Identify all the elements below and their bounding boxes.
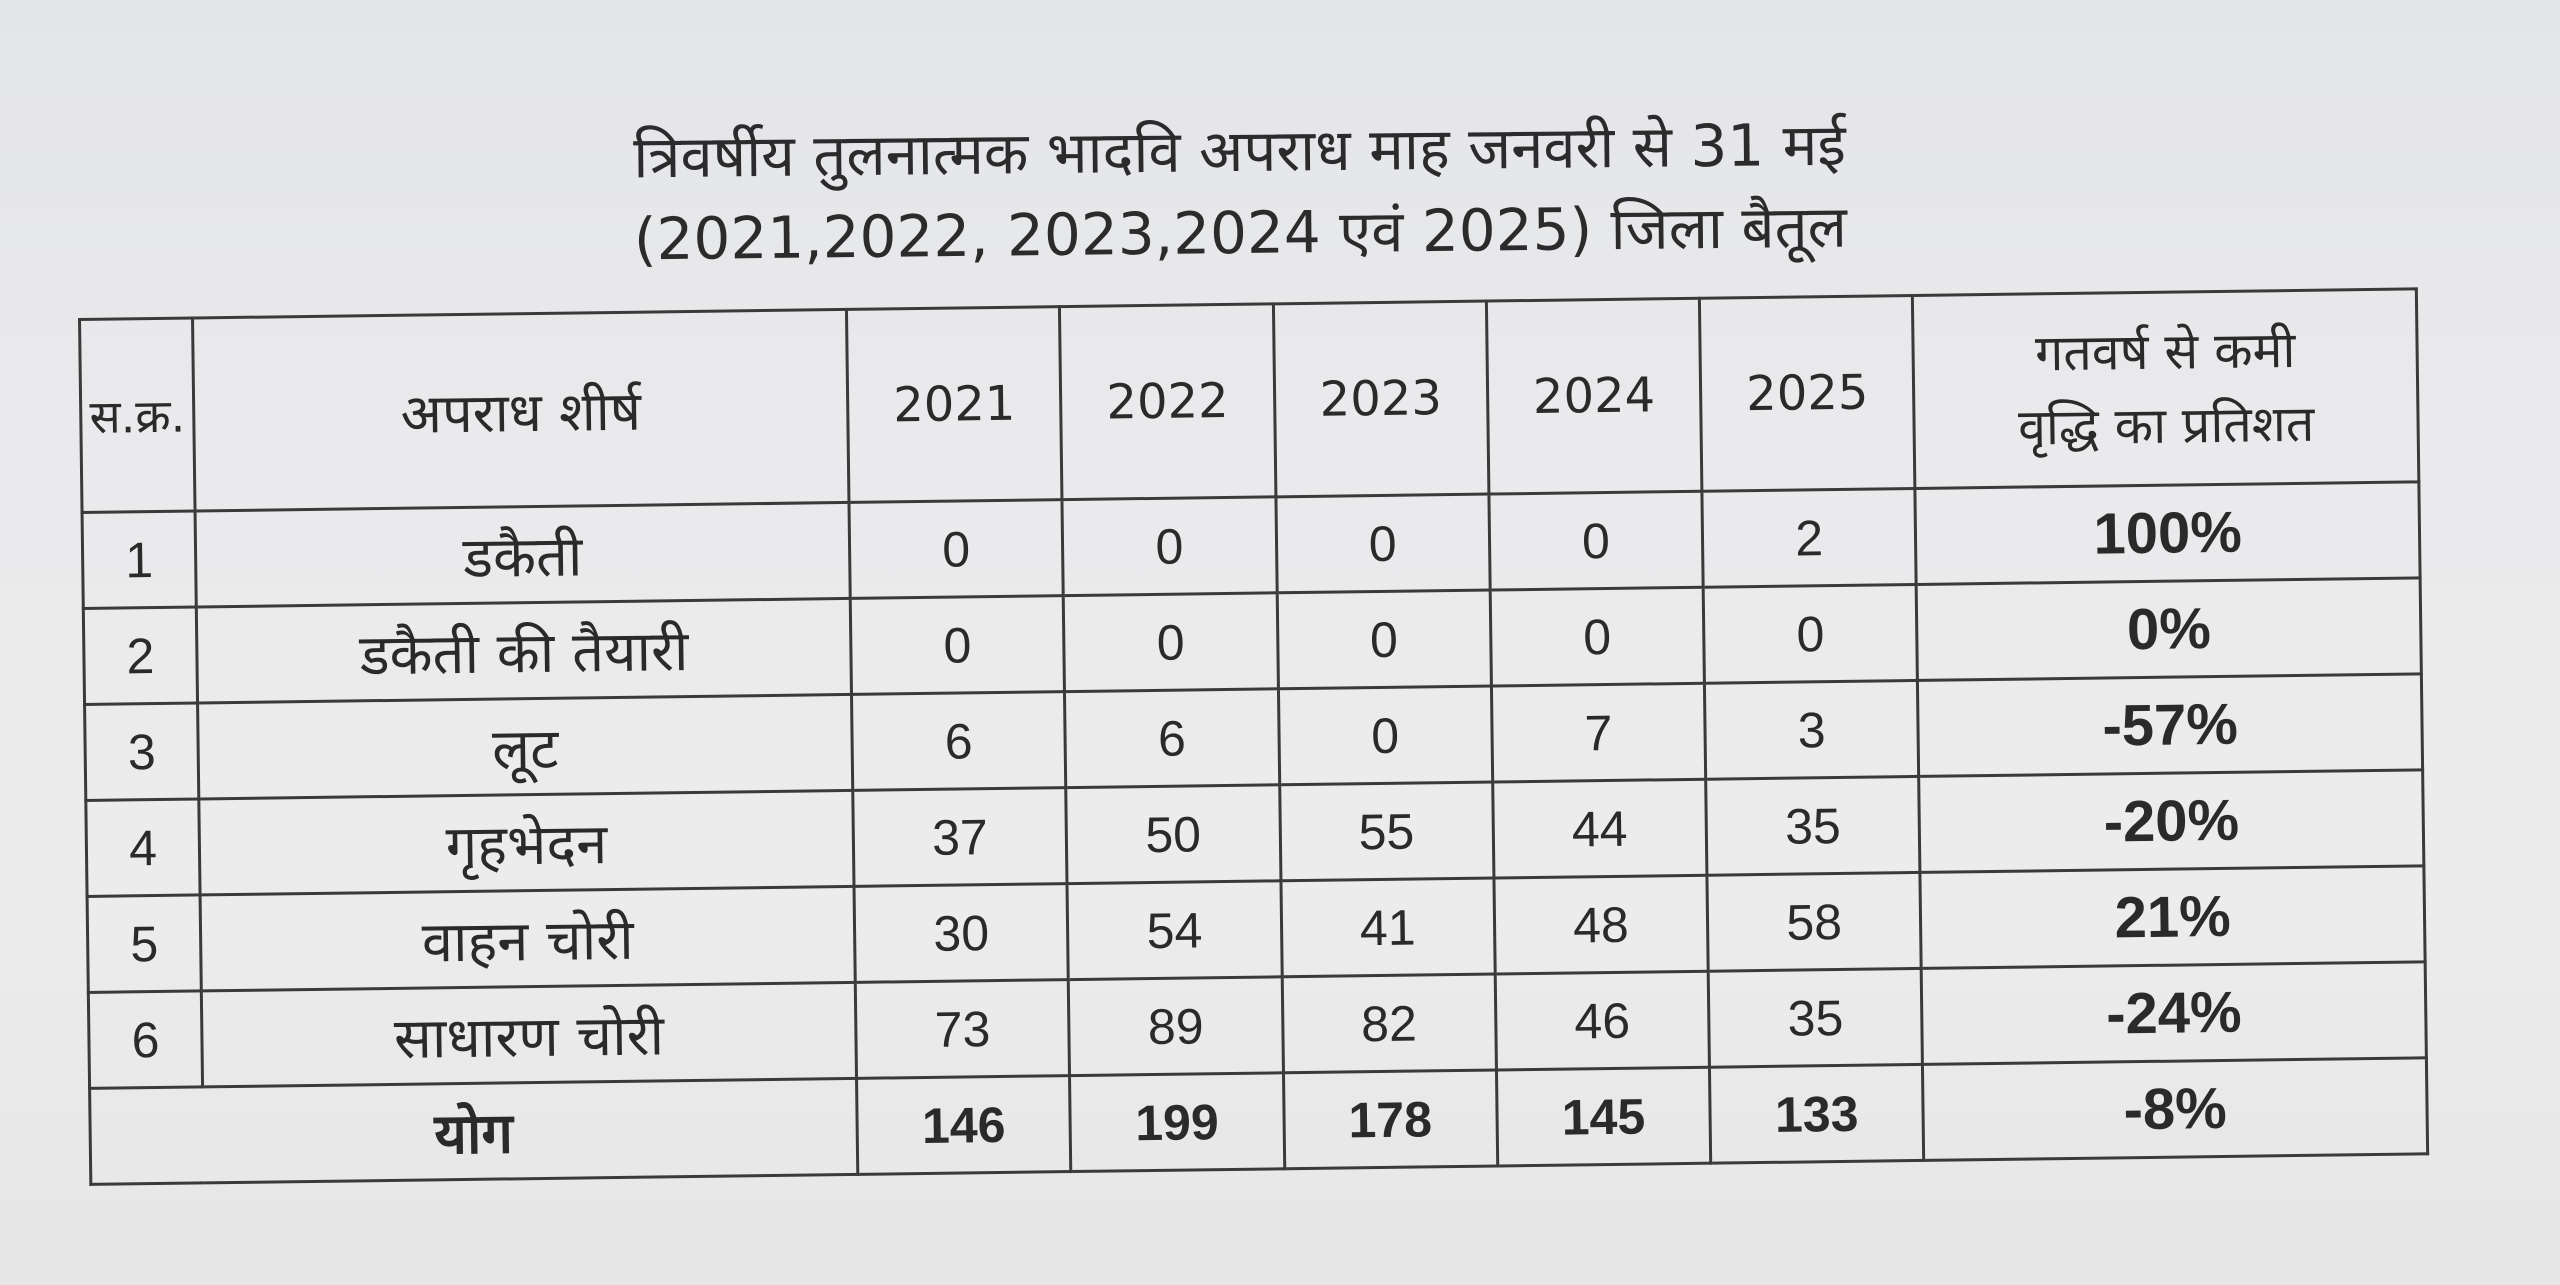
row-serial: 6 xyxy=(88,990,203,1089)
row-value-2022: 6 xyxy=(1064,688,1280,788)
row-crime-name: लूट xyxy=(197,694,853,799)
row-percent-change: -57% xyxy=(1917,673,2423,777)
title-line-1: त्रिवर्षीय तुलनात्मक भादवि अपराध माह जनव… xyxy=(632,110,1847,192)
row-value-2022: 0 xyxy=(1062,496,1277,596)
row-value-2025: 35 xyxy=(1708,968,1923,1068)
header-year-2022: 2022 xyxy=(1059,303,1276,500)
row-crime-name: गृहभेदन xyxy=(198,790,854,895)
row-value-2024: 48 xyxy=(1493,875,1709,975)
row-value-2025: 2 xyxy=(1701,488,1917,588)
header-percent-line-2: वृद्धि का प्रतिशत xyxy=(2017,394,2315,457)
row-value-2022: 50 xyxy=(1065,784,1281,884)
total-value-2023: 178 xyxy=(1282,1070,1498,1169)
row-value-2021: 73 xyxy=(855,979,1070,1079)
header-percent-change: गतवर्ष से कमी वृद्धि का प्रतिशत xyxy=(1912,288,2419,489)
header-year-2024: 2024 xyxy=(1486,298,1702,495)
title-line-2: (2021,2022, 2023,2024 एवं 2025) जिला बैत… xyxy=(633,192,1848,274)
row-value-2022: 54 xyxy=(1067,880,1282,980)
row-value-2023: 41 xyxy=(1280,878,1495,977)
row-percent-change: 100% xyxy=(1915,481,2421,585)
row-value-2023: 0 xyxy=(1276,590,1492,689)
row-value-2021: 30 xyxy=(853,883,1069,983)
row-value-2022: 89 xyxy=(1068,976,1283,1076)
total-value-2024: 145 xyxy=(1496,1067,1711,1166)
header-serial: स.क्र. xyxy=(79,317,196,513)
crime-comparison-table: स.क्र. अपराध शीर्ष 2021 2022 2023 2024 2… xyxy=(78,287,2429,1186)
row-value-2023: 0 xyxy=(1275,494,1490,593)
row-serial: 3 xyxy=(84,702,199,801)
row-crime-name: साधारण चोरी xyxy=(201,982,857,1087)
row-value-2024: 0 xyxy=(1488,491,1704,591)
row-value-2025: 0 xyxy=(1703,584,1918,684)
row-value-2022: 0 xyxy=(1063,592,1278,692)
row-value-2024: 44 xyxy=(1492,779,1707,879)
row-value-2021: 37 xyxy=(852,787,1068,887)
row-percent-change: 21% xyxy=(1920,865,2426,969)
table-header-row: स.क्र. अपराध शीर्ष 2021 2022 2023 2024 2… xyxy=(79,288,2419,513)
row-percent-change: 0% xyxy=(1916,577,2422,681)
row-value-2025: 3 xyxy=(1704,680,1919,780)
row-value-2021: 6 xyxy=(851,691,1066,791)
row-value-2024: 7 xyxy=(1491,683,1706,783)
total-value-2025: 133 xyxy=(1709,1064,1924,1164)
document-title: त्रिवर्षीय तुलनात्मक भादवि अपराध माह जनव… xyxy=(479,102,2001,282)
total-label: योग xyxy=(89,1078,858,1185)
row-crime-name: डकैती की तैयारी xyxy=(196,598,852,703)
row-value-2024: 46 xyxy=(1494,971,1710,1071)
row-percent-change: -20% xyxy=(1918,769,2424,873)
header-year-2021: 2021 xyxy=(846,306,1063,503)
header-year-2023: 2023 xyxy=(1272,301,1489,497)
row-serial: 2 xyxy=(83,606,198,705)
header-year-2025: 2025 xyxy=(1699,295,1916,492)
row-value-2025: 58 xyxy=(1706,872,1922,972)
row-value-2025: 35 xyxy=(1705,776,1921,876)
row-serial: 4 xyxy=(85,798,201,897)
header-percent-line-1: गतवर्ष से कमी xyxy=(2034,320,2296,383)
row-value-2021: 0 xyxy=(850,595,1065,695)
row-value-2023: 82 xyxy=(1281,974,1497,1073)
total-percent-change: -8% xyxy=(1922,1057,2428,1161)
total-value-2021: 146 xyxy=(856,1075,1071,1175)
row-crime-name: वाहन चोरी xyxy=(200,886,856,991)
row-serial: 1 xyxy=(82,510,197,609)
row-value-2023: 0 xyxy=(1277,686,1493,785)
row-percent-change: -24% xyxy=(1921,961,2427,1065)
row-value-2023: 55 xyxy=(1279,782,1494,881)
header-crime-head: अपराध शीर्ष xyxy=(192,309,849,511)
row-value-2021: 0 xyxy=(848,499,1064,599)
row-value-2024: 0 xyxy=(1489,587,1705,687)
row-crime-name: डकैती xyxy=(195,502,851,607)
crime-table-wrapper: स.क्र. अपराध शीर्ष 2021 2022 2023 2024 2… xyxy=(78,287,2429,1186)
row-serial: 5 xyxy=(87,894,202,993)
total-value-2022: 199 xyxy=(1069,1072,1285,1172)
